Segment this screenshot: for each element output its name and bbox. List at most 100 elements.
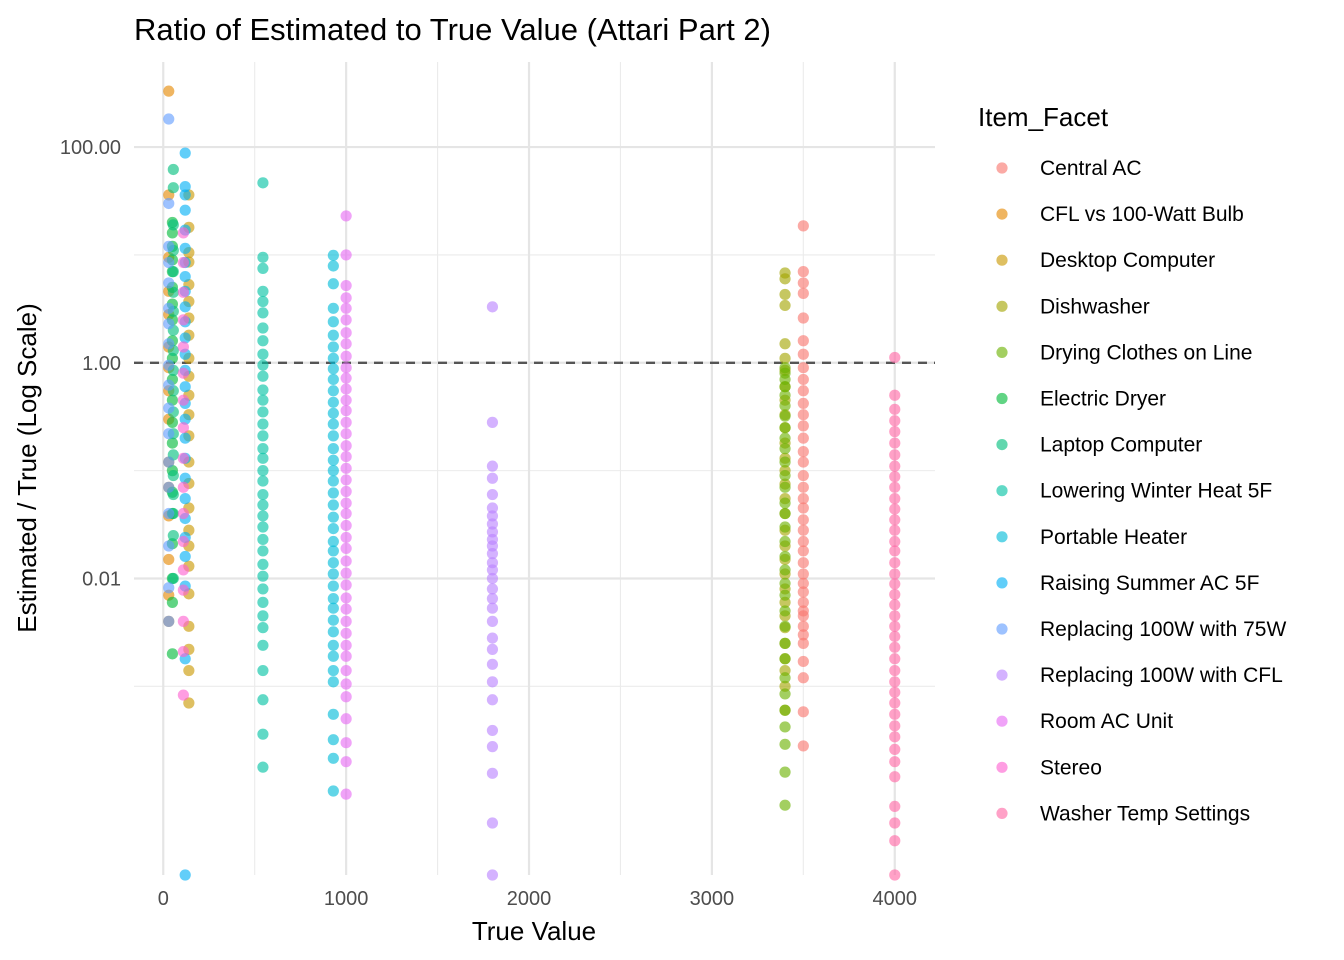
data-point [340,416,352,428]
legend-label: Room AC Unit [1040,710,1173,733]
data-point [163,256,175,269]
data-point [779,766,791,778]
data-point [889,449,901,461]
legend-item: Stereo [996,756,1102,779]
data-point [327,614,339,626]
data-point [779,721,791,733]
legend-key [996,531,1008,543]
data-point [889,557,901,569]
data-point [340,531,352,544]
data-point [340,592,352,604]
data-point [486,615,499,627]
data-point [257,384,269,396]
data-point [177,286,189,298]
legend-key [996,485,1008,497]
data-point [340,474,352,486]
data-point [327,465,339,477]
data-point [889,437,901,449]
data-point [179,472,191,484]
data-point [327,545,339,557]
y-tick-label: 1.00 [82,353,121,375]
data-point [779,400,791,412]
data-point [163,302,175,314]
data-point [177,645,189,658]
data-point [327,785,339,797]
data-point [797,420,809,432]
data-point [340,639,352,651]
data-point [327,329,339,341]
data-point [163,277,175,289]
data-point [889,731,901,743]
data-point [257,307,269,319]
legend-key [996,392,1008,405]
data-point [327,752,339,764]
data-point [797,287,809,299]
data-point [340,627,352,639]
data-point [797,409,809,421]
legend-item: Dishwasher [996,295,1150,318]
data-point [340,327,352,339]
data-point [257,335,269,347]
data-point [163,540,175,552]
x-tick-label: 2000 [507,888,552,910]
data-point [166,437,179,449]
data-point [177,584,189,596]
data-point [340,664,352,677]
data-point [327,499,339,511]
data-point [340,362,352,374]
data-point [327,396,339,408]
legend-key [996,346,1008,358]
data-point [167,219,179,231]
data-point [327,454,339,466]
data-point [889,389,901,401]
legend-key [996,715,1008,727]
data-point [327,487,339,499]
data-point [889,708,901,720]
legend-title: Item_Facet [978,102,1109,132]
data-point [779,688,791,700]
data-point [257,177,269,189]
data-point [889,403,901,415]
legend-item: Laptop Computer [996,434,1202,457]
data-point [889,686,901,698]
data-point [163,379,175,391]
data-point [166,596,179,608]
data-point [889,641,901,653]
data-point [797,629,809,641]
data-point [327,602,339,614]
data-point [340,519,352,532]
data-point [179,413,191,425]
data-point [327,407,339,419]
data-point [486,518,499,530]
data-point [163,402,175,414]
data-point [889,610,901,622]
data-point [327,341,339,353]
data-point [340,678,352,690]
data-point [340,350,352,362]
data-point [177,481,189,493]
legend-label: Desktop Computer [1040,249,1215,272]
data-point [797,385,809,397]
data-point [779,605,791,617]
data-point [327,249,339,261]
data-point [486,416,499,428]
data-point [327,385,339,397]
data-point [340,507,352,520]
x-axis-ticks: 0 1000 2000 3000 4000 [158,888,917,910]
legend-item: Replacing 100W with 75W [996,618,1286,641]
data-point [797,277,809,289]
data-point [179,181,191,193]
data-point [486,817,499,829]
data-point [486,643,499,655]
data-point [167,572,179,585]
data-point [257,664,269,677]
legend-item: Portable Heater [996,526,1187,549]
data-point [797,706,809,718]
data-point [340,314,352,326]
y-tick-label: 0.01 [82,568,121,590]
data-point [779,704,791,716]
data-point [257,622,269,634]
legend-label: Stereo [1040,756,1102,779]
data-point [163,240,175,252]
data-point [166,416,179,428]
